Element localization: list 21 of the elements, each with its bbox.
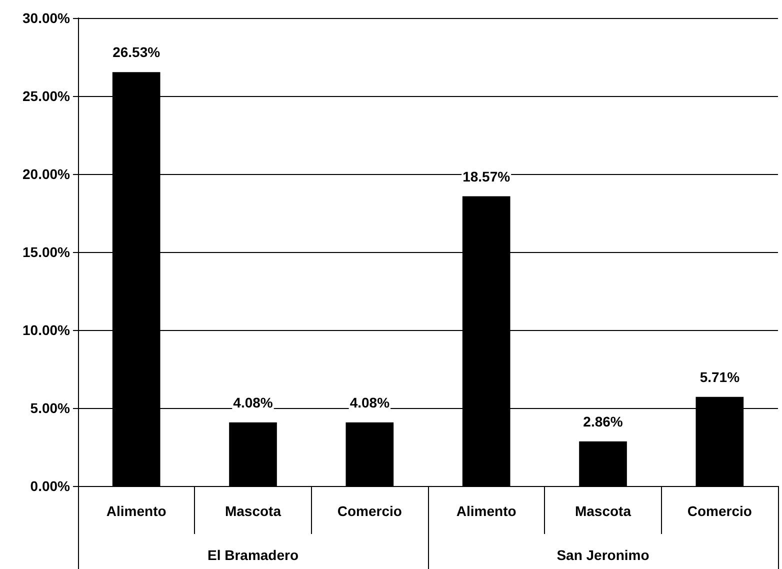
x-tick-label: Mascota [574, 503, 632, 519]
text: San Jeronimo [556, 547, 650, 563]
data-label: 26.53% [112, 44, 161, 60]
x-tick-label: Comercio [687, 503, 752, 519]
y-tick-label: 5.00% [30, 400, 71, 416]
y-tick-label: 0.00% [30, 478, 71, 494]
data-label: 4.08% [350, 394, 390, 410]
y-tick-label: 15.00% [22, 244, 71, 260]
x-tick-label: Mascota [224, 503, 282, 519]
x-tick-label: Comercio [337, 503, 402, 519]
data-label: 2.86% [583, 413, 624, 430]
y-tick-label: 25.00% [22, 88, 71, 104]
x-tick-label: Alimento [106, 503, 166, 519]
data-label: 4.08% [233, 394, 274, 410]
x-tick-label: Alimento [456, 503, 516, 519]
text: El Bramadero [207, 547, 299, 563]
y-tick-label: 10.00% [22, 322, 71, 338]
data-label: 5.71% [700, 368, 740, 385]
data-label: 18.57% [462, 168, 511, 184]
y-tick-label: 30.00% [22, 10, 71, 26]
y-tick-label: 20.00% [22, 166, 71, 182]
